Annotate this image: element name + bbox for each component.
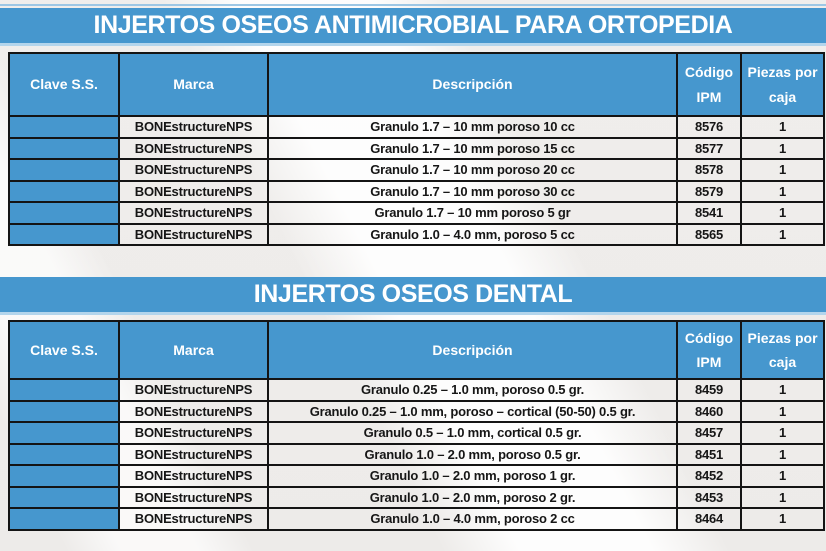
column-header-descripcion: Descripción xyxy=(267,52,678,117)
column-header-marca: Marca xyxy=(118,52,269,117)
codigo-ipm-cell: 8451 xyxy=(676,442,742,466)
piezas-cell: 1 xyxy=(740,378,825,402)
clave-cell xyxy=(8,378,120,402)
table-row: BONEstructureNPS Granulo 1.7 – 10 mm por… xyxy=(8,136,825,160)
piezas-cell: 1 xyxy=(740,442,825,466)
descripcion-cell: Granulo 1.0 – 4.0 mm, poroso 5 cc xyxy=(267,222,678,246)
banner-dental-title: INJERTOS OSEOS DENTAL xyxy=(0,277,826,315)
marca-cell: BONEstructureNPS xyxy=(118,136,269,160)
descripcion-cell: Granulo 0.25 – 1.0 mm, poroso – cortical… xyxy=(267,399,678,423)
table-row: BONEstructureNPS Granulo 0.5 – 1.0 mm, c… xyxy=(8,421,825,445)
codigo-ipm-cell: 8460 xyxy=(676,399,742,423)
column-header-descripcion: Descripción xyxy=(267,320,678,380)
table-row: BONEstructureNPS Granulo 1.0 – 4.0 mm, p… xyxy=(8,222,825,246)
column-header-piezas-por-caja: Piezas por caja xyxy=(740,320,825,380)
clave-cell xyxy=(8,421,120,445)
codigo-ipm-cell: 8579 xyxy=(676,179,742,203)
piezas-cell: 1 xyxy=(740,464,825,488)
top-accent-hairline xyxy=(0,4,826,6)
table-row: BONEstructureNPS Granulo 1.7 – 10 mm por… xyxy=(8,115,825,139)
descripcion-cell: Granulo 1.7 – 10 mm poroso 20 cc xyxy=(267,158,678,182)
banner-ortopedia-title: INJERTOS OSEOS ANTIMICROBIAL PARA ORTOPE… xyxy=(0,8,826,46)
marca-cell: BONEstructureNPS xyxy=(118,399,269,423)
column-header-codigo-ipm: Código IPM xyxy=(676,320,742,380)
codigo-ipm-cell: 8457 xyxy=(676,421,742,445)
clave-cell xyxy=(8,179,120,203)
table-row: BONEstructureNPS Granulo 1.7 – 10 mm por… xyxy=(8,179,825,203)
table-row: BONEstructureNPS Granulo 0.25 – 1.0 mm, … xyxy=(8,399,825,423)
codigo-ipm-cell: 8453 xyxy=(676,485,742,509)
marca-cell: BONEstructureNPS xyxy=(118,158,269,182)
column-header-piezas-por-caja: Piezas por caja xyxy=(740,52,825,117)
column-header-clave: Clave S.S. xyxy=(8,320,120,380)
marca-cell: BONEstructureNPS xyxy=(118,222,269,246)
piezas-cell: 1 xyxy=(740,179,825,203)
clave-cell xyxy=(8,399,120,423)
column-header-marca: Marca xyxy=(118,320,269,380)
clave-cell xyxy=(8,222,120,246)
codigo-ipm-cell: 8565 xyxy=(676,222,742,246)
table-row: BONEstructureNPS Granulo 1.0 – 2.0 mm, p… xyxy=(8,485,825,509)
marca-cell: BONEstructureNPS xyxy=(118,464,269,488)
column-header-clave: Clave S.S. xyxy=(8,52,120,117)
descripcion-cell: Granulo 1.0 – 2.0 mm, poroso 0.5 gr. xyxy=(267,442,678,466)
clave-cell xyxy=(8,158,120,182)
table-row: BONEstructureNPS Granulo 1.7 – 10 mm por… xyxy=(8,201,825,225)
piezas-cell: 1 xyxy=(740,399,825,423)
marca-cell: BONEstructureNPS xyxy=(118,421,269,445)
piezas-cell: 1 xyxy=(740,115,825,139)
clave-cell xyxy=(8,442,120,466)
codigo-ipm-cell: 8459 xyxy=(676,378,742,402)
marca-cell: BONEstructureNPS xyxy=(118,485,269,509)
codigo-ipm-cell: 8452 xyxy=(676,464,742,488)
clave-cell xyxy=(8,507,120,531)
descripcion-cell: Granulo 1.7 – 10 mm poroso 15 cc xyxy=(267,136,678,160)
piezas-cell: 1 xyxy=(740,158,825,182)
table-row: BONEstructureNPS Granulo 0.25 – 1.0 mm, … xyxy=(8,378,825,402)
descripcion-cell: Granulo 1.0 – 2.0 mm, poroso 2 gr. xyxy=(267,485,678,509)
piezas-cell: 1 xyxy=(740,222,825,246)
table-dental: Clave S.S. Marca Descripción Código IPM … xyxy=(8,320,825,531)
table-row: BONEstructureNPS Granulo 1.0 – 2.0 mm, p… xyxy=(8,442,825,466)
descripcion-cell: Granulo 1.7 – 10 mm poroso 30 cc xyxy=(267,179,678,203)
marca-cell: BONEstructureNPS xyxy=(118,201,269,225)
marca-cell: BONEstructureNPS xyxy=(118,179,269,203)
banner-dental-text: INJERTOS OSEOS DENTAL xyxy=(253,280,573,308)
table-row: BONEstructureNPS Granulo 1.7 – 10 mm por… xyxy=(8,158,825,182)
marca-cell: BONEstructureNPS xyxy=(118,507,269,531)
marca-cell: BONEstructureNPS xyxy=(118,442,269,466)
table-header-row: Clave S.S. Marca Descripción Código IPM … xyxy=(8,52,825,117)
table-ortopedia: Clave S.S. Marca Descripción Código IPM … xyxy=(8,52,825,246)
table-row: BONEstructureNPS Granulo 1.0 – 2.0 mm, p… xyxy=(8,464,825,488)
descripcion-cell: Granulo 0.5 – 1.0 mm, cortical 0.5 gr. xyxy=(267,421,678,445)
clave-cell xyxy=(8,485,120,509)
table-row: BONEstructureNPS Granulo 1.0 – 4.0 mm, p… xyxy=(8,507,825,531)
piezas-cell: 1 xyxy=(740,421,825,445)
clave-cell xyxy=(8,201,120,225)
descripcion-cell: Granulo 0.25 – 1.0 mm, poroso 0.5 gr. xyxy=(267,378,678,402)
marca-cell: BONEstructureNPS xyxy=(118,378,269,402)
clave-cell xyxy=(8,464,120,488)
codigo-ipm-cell: 8464 xyxy=(676,507,742,531)
column-header-codigo-ipm: Código IPM xyxy=(676,52,742,117)
clave-cell xyxy=(8,136,120,160)
codigo-ipm-cell: 8576 xyxy=(676,115,742,139)
codigo-ipm-cell: 8541 xyxy=(676,201,742,225)
descripcion-cell: Granulo 1.0 – 4.0 mm, poroso 2 cc xyxy=(267,507,678,531)
piezas-cell: 1 xyxy=(740,507,825,531)
codigo-ipm-cell: 8578 xyxy=(676,158,742,182)
piezas-cell: 1 xyxy=(740,136,825,160)
banner-ortopedia-text: INJERTOS OSEOS ANTIMICROBIAL PARA ORTOPE… xyxy=(93,11,733,39)
table-header-row: Clave S.S. Marca Descripción Código IPM … xyxy=(8,320,825,380)
marca-cell: BONEstructureNPS xyxy=(118,115,269,139)
clave-cell xyxy=(8,115,120,139)
descripcion-cell: Granulo 1.7 – 10 mm poroso 10 cc xyxy=(267,115,678,139)
codigo-ipm-cell: 8577 xyxy=(676,136,742,160)
descripcion-cell: Granulo 1.0 – 2.0 mm, poroso 1 gr. xyxy=(267,464,678,488)
piezas-cell: 1 xyxy=(740,201,825,225)
piezas-cell: 1 xyxy=(740,485,825,509)
descripcion-cell: Granulo 1.7 – 10 mm poroso 5 gr xyxy=(267,201,678,225)
